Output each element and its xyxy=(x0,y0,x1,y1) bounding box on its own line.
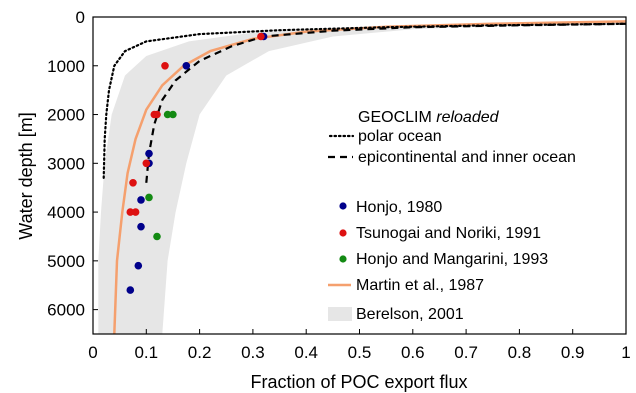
tsunogai-and-noriki-1991-point xyxy=(153,110,161,119)
polar-ocean-line xyxy=(102,22,626,179)
legend-martin-label: Martin et al., 1987 xyxy=(356,277,484,294)
x-axis-title: Fraction of POC export flux xyxy=(250,372,467,392)
legend-tsunogai-marker xyxy=(339,229,347,237)
tsunogai-and-noriki-1991-point xyxy=(161,62,169,70)
source-legend: Honjo, 1980 Tsunogai and Noriki, 1991 Ho… xyxy=(328,199,548,323)
legend-berelson-swatch xyxy=(328,307,352,321)
tsunogai-and-noriki-1991-point xyxy=(257,32,265,41)
legend-tsunogai-label: Tsunogai and Noriki, 1991 xyxy=(356,225,541,242)
y-tick-label: 6000 xyxy=(47,301,85,320)
tsunogai-and-noriki-1991-point xyxy=(129,179,137,187)
model-legend-title-italic: reloaded xyxy=(436,109,499,126)
y-axis-ticks: 0 1000 2000 3000 4000 5000 6000 xyxy=(47,8,98,320)
honjo-1980-point xyxy=(134,261,143,270)
honjo-1980-point xyxy=(145,149,153,158)
berelson-band-layer xyxy=(98,21,626,334)
honjo-1980-point xyxy=(137,222,145,231)
honjo-and-mangarini-1993-point xyxy=(169,110,177,119)
legend-honjo1980-marker xyxy=(339,202,347,210)
x-tick-label: 1 xyxy=(621,343,630,362)
honjo-1980-point xyxy=(126,286,135,294)
honjo-and-mangarini-1993-point xyxy=(163,110,172,119)
model-legend: GEOCLIM reloaded polar ocean epicontinen… xyxy=(328,109,576,166)
y-tick-label: 0 xyxy=(76,8,85,27)
y-axis-title: Water depth [m] xyxy=(16,112,36,239)
x-tick-label: 0.1 xyxy=(134,343,158,362)
x-tick-label: 0.9 xyxy=(561,343,585,362)
legend-berelson-label: Berelson, 2001 xyxy=(356,306,464,323)
x-tick-label: 0.6 xyxy=(401,343,425,362)
x-axis-ticks: 0 0.1 0.2 0.3 0.4 0.5 0.6 0.7 0.8 0.9 1 xyxy=(88,329,631,362)
honjo-and-mangarini-1993-point xyxy=(153,232,161,241)
legend-polar-label: polar ocean xyxy=(358,128,442,145)
legend-honjo1980-label: Honjo, 1980 xyxy=(356,199,442,216)
y-tick-label: 2000 xyxy=(47,106,85,125)
x-tick-label: 0.2 xyxy=(188,343,212,362)
y-tick-label: 1000 xyxy=(47,57,85,76)
tsunogai-and-noriki-1991-point xyxy=(142,159,151,168)
legend-honjo-mangarini-marker xyxy=(339,255,347,263)
honjo-1980-point xyxy=(137,196,145,204)
berelson-2001-band xyxy=(98,21,626,334)
model-legend-title: GEOCLIM reloaded xyxy=(358,109,500,126)
x-tick-label: 0 xyxy=(88,343,97,362)
honjo-1980-point xyxy=(182,62,191,70)
data-points-layer xyxy=(126,32,268,294)
x-tick-label: 0.7 xyxy=(454,343,478,362)
x-tick-label: 0.8 xyxy=(508,343,532,362)
honjo-and-mangarini-1993-point xyxy=(145,193,153,202)
model-lines-layer xyxy=(102,20,626,334)
y-tick-label: 4000 xyxy=(47,203,85,222)
model-legend-title-main: GEOCLIM xyxy=(358,109,432,126)
tsunogai-and-noriki-1991-point xyxy=(131,208,140,216)
epicontinental-and-inner-ocean-line xyxy=(145,22,626,183)
legend-honjo-mangarini-label: Honjo and Mangarini, 1993 xyxy=(356,251,548,268)
x-tick-label: 0.3 xyxy=(241,343,265,362)
x-tick-label: 0.4 xyxy=(294,343,318,362)
y-tick-label: 3000 xyxy=(47,154,85,173)
x-tick-label: 0.5 xyxy=(348,343,372,362)
legend-epicontinental-label: epicontinental and inner ocean xyxy=(358,149,576,166)
tsunogai-and-noriki-1991-point xyxy=(126,208,135,216)
y-tick-label: 5000 xyxy=(47,252,85,271)
